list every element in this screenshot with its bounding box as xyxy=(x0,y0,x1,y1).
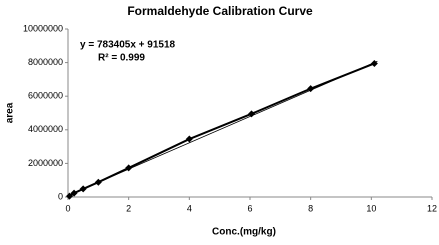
y-tick-label: 6000000 xyxy=(28,91,63,101)
y-tick-label: 10000000 xyxy=(23,23,63,33)
y-tick-label: 4000000 xyxy=(28,124,63,134)
r-squared: R² = 0.999 xyxy=(98,53,145,64)
x-tick-label: 0 xyxy=(65,203,70,213)
data-point xyxy=(248,110,256,118)
data-line xyxy=(68,62,375,197)
chart-title: Formaldehyde Calibration Curve xyxy=(127,4,313,18)
y-axis-title: area xyxy=(5,102,16,123)
y-tick-label: 8000000 xyxy=(28,57,63,67)
x-axis-title: Conc.(mg/kg) xyxy=(212,227,276,238)
x-tick-label: 8 xyxy=(308,203,313,213)
data-point xyxy=(370,59,378,67)
x-tick-label: 12 xyxy=(427,203,437,213)
data-point xyxy=(94,178,102,186)
data-point xyxy=(79,185,87,193)
data-point xyxy=(70,189,78,197)
data-point xyxy=(185,135,193,143)
x-tick-label: 4 xyxy=(187,203,192,213)
equation: y = 783405x + 91518 xyxy=(80,40,176,51)
data-point xyxy=(66,192,74,200)
data-point xyxy=(307,85,315,93)
x-tick-label: 2 xyxy=(126,203,131,213)
x-tick-label: 6 xyxy=(247,203,252,213)
y-tick-label: 2000000 xyxy=(28,158,63,168)
y-tick-label: 0 xyxy=(58,191,63,201)
data-point xyxy=(125,164,133,172)
x-tick-label: 10 xyxy=(366,203,376,213)
